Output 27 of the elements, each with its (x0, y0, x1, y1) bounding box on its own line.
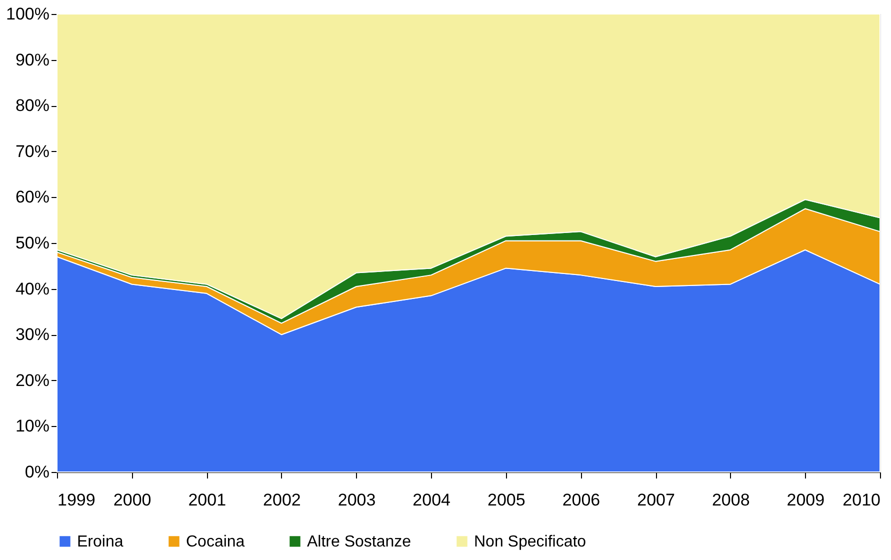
y-tick-label: 80% (15, 96, 50, 116)
y-tick-label: 40% (15, 279, 50, 298)
y-tick-label: 50% (15, 234, 50, 252)
y-tick-label: 100% (6, 4, 50, 24)
x-tick-label: 2004 (412, 490, 451, 510)
y-tick-label: 20% (15, 370, 50, 390)
x-tick-label: 2008 (712, 490, 750, 510)
x-tick-label: 2007 (637, 490, 675, 510)
x-tick-label: 2006 (562, 490, 600, 510)
x-tick-label: 2005 (487, 490, 526, 510)
x-tick-label: 2001 (188, 490, 226, 510)
y-tick-label: 0% (24, 462, 50, 482)
x-tick-label: 2009 (786, 490, 825, 510)
legend-label: Eroina (77, 533, 124, 550)
y-tick-label: 90% (15, 50, 50, 70)
x-tick-label: 2010 (842, 490, 880, 510)
x-tick-label: 2000 (113, 490, 152, 510)
legend-label: Altre Sostanze (307, 533, 412, 550)
x-tick-label: 1999 (58, 490, 96, 510)
legend-label: Non Specificato (474, 533, 586, 550)
legend-label: Cocaina (186, 533, 245, 550)
y-tick-label: 60% (15, 188, 50, 207)
y-tick-label: 70% (15, 142, 50, 161)
y-tick-label: 30% (15, 325, 50, 344)
x-tick-label: 2003 (338, 490, 376, 510)
x-tick-label: 2002 (263, 490, 301, 510)
y-tick-label: 10% (15, 416, 50, 436)
